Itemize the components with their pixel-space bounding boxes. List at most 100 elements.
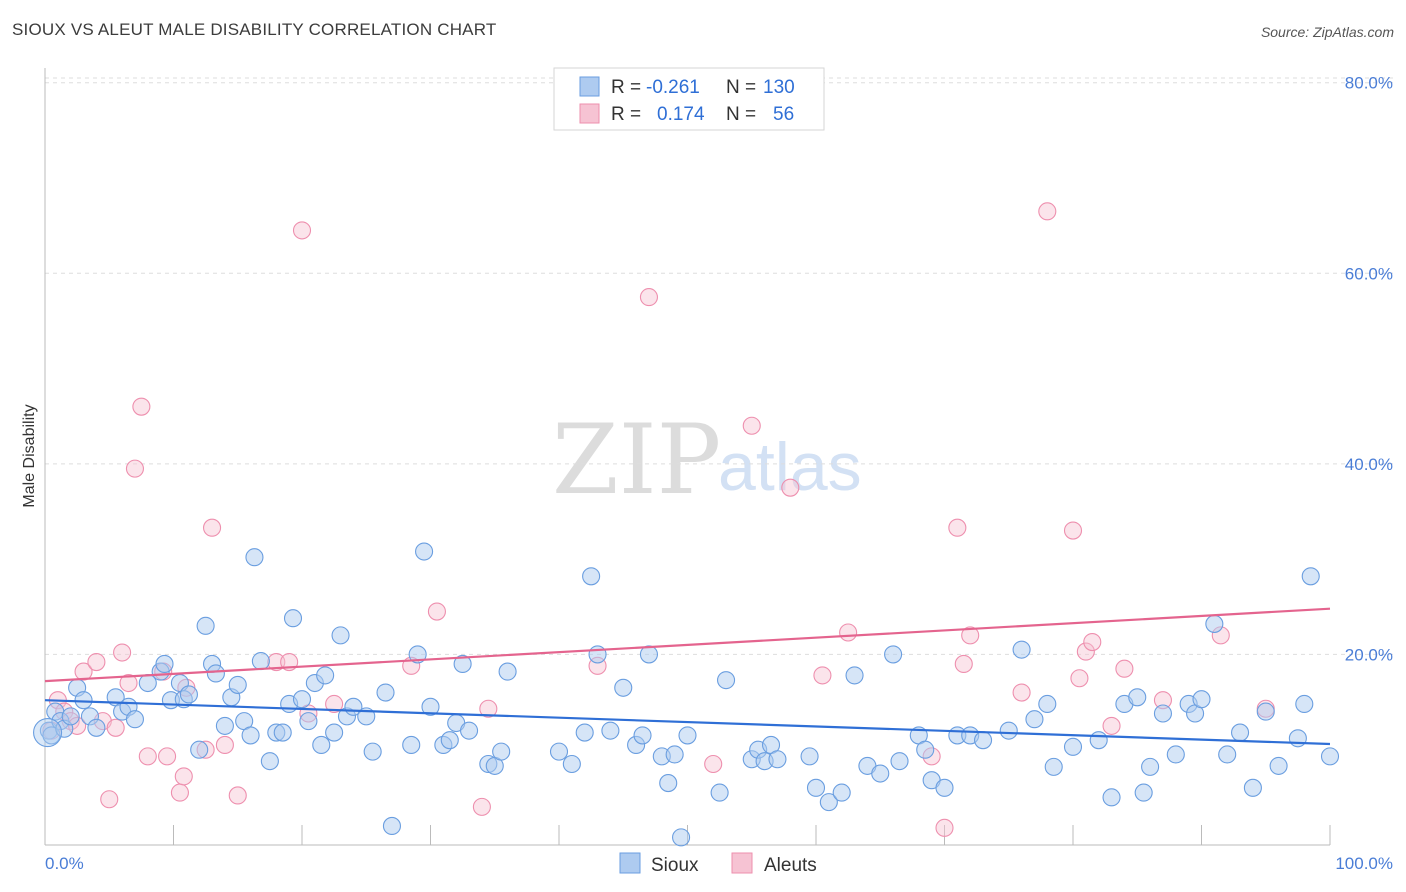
sioux-point (1301, 567, 1320, 586)
sioux-point (292, 690, 312, 709)
sioux-point (74, 691, 93, 710)
y-tick-label: 60.0% (1345, 264, 1393, 283)
sioux-point (710, 783, 729, 802)
aleut-point (1038, 202, 1057, 221)
aleut-point (74, 662, 93, 681)
sioux-trend-line (44, 699, 1331, 746)
sioux-point (245, 548, 264, 567)
sioux-point (325, 723, 344, 742)
sioux-point (273, 723, 292, 742)
sioux-points (33, 542, 1340, 847)
sioux-point (402, 735, 421, 754)
sioux-point (999, 721, 1018, 740)
sioux-point (196, 616, 215, 635)
sioux-legend-swatch (579, 76, 600, 97)
sioux-point (206, 664, 225, 683)
sioux-point (588, 645, 607, 664)
sioux-point (1166, 745, 1185, 764)
aleut-point (742, 416, 761, 435)
aleut-point (1076, 642, 1095, 661)
aleut-point (203, 518, 222, 537)
sioux-point (283, 609, 303, 628)
aleut-point (138, 747, 157, 766)
aleut-point (472, 797, 491, 816)
sioux-point (459, 721, 479, 740)
sioux-point (1231, 723, 1250, 742)
sioux-point (241, 726, 260, 745)
sioux-r-label: R = (611, 77, 641, 98)
aleut-point (100, 790, 119, 809)
sioux-point (33, 718, 63, 748)
sioux-point (1243, 778, 1262, 797)
grid-lines (45, 77, 1393, 655)
sioux-point (1134, 783, 1153, 802)
aleut-legend-swatch (579, 103, 600, 124)
aleut-point (119, 673, 138, 693)
aleut-point (113, 643, 132, 662)
sioux-point (1128, 688, 1147, 707)
sioux-point (1218, 745, 1237, 764)
sioux-point (421, 697, 440, 716)
sioux-point (768, 750, 787, 769)
aleut-point (1063, 521, 1083, 540)
sioux-point (1044, 757, 1063, 776)
sioux-point (819, 793, 838, 812)
sioux-point (179, 685, 198, 704)
aleut-point (1012, 683, 1031, 702)
sioux-point (871, 764, 890, 783)
aleut-point (170, 783, 189, 802)
aleut-point (1115, 659, 1134, 678)
aleut-point (87, 652, 106, 672)
y-tick-labels: 20.0% 40.0% 60.0% 80.0% (1345, 74, 1393, 665)
sioux-point (1025, 710, 1044, 729)
sioux-point (363, 742, 382, 761)
sioux-point (1192, 690, 1211, 709)
sioux-point (1320, 747, 1340, 766)
aleut-point (292, 221, 312, 240)
sioux-point (659, 774, 678, 793)
sioux-point (800, 747, 819, 766)
sioux-point (665, 745, 684, 764)
y-tick-label: 20.0% (1345, 645, 1393, 664)
sioux-point (251, 652, 270, 671)
sioux-point (678, 726, 697, 745)
sioux-point (1089, 731, 1108, 750)
sioux-point (382, 816, 402, 835)
watermark: ZIP atlas (552, 404, 862, 516)
sioux-r-value: -0.261 (646, 77, 700, 98)
aleut-point (1083, 632, 1102, 652)
stats-legend: R = -0.261 N = 130 R = 0.174 N = 56 (553, 67, 825, 131)
sioux-point (260, 752, 279, 771)
sioux-point (1269, 756, 1288, 775)
sioux-point (1153, 704, 1172, 723)
sioux-point (890, 752, 909, 771)
sioux-point (215, 716, 234, 735)
sioux-point (331, 626, 350, 645)
sioux-point (1205, 614, 1224, 633)
sioux-point (125, 710, 144, 729)
aleut-point (961, 626, 980, 645)
sioux-point (1012, 640, 1031, 659)
aleut-point (935, 818, 954, 837)
sioux-point (601, 721, 620, 740)
aleut-r-value: 0.174 (657, 104, 705, 125)
aleut-point (228, 786, 247, 805)
sioux-point (1295, 694, 1314, 714)
aleut-point (948, 518, 967, 537)
x-tick-label: 100.0% (1335, 854, 1393, 873)
sioux-point (614, 678, 633, 697)
watermark-atlas: atlas (718, 429, 862, 505)
aleut-point (954, 654, 973, 674)
aleut-point (704, 754, 723, 774)
aleut-point (813, 666, 832, 685)
aleut-point (125, 459, 144, 478)
sioux-point (672, 828, 691, 847)
aleut-point (639, 288, 659, 307)
x-tick-label: 0.0% (45, 854, 84, 873)
sioux-point (549, 742, 569, 761)
sioux-point (1141, 757, 1160, 776)
source-label: Source: ZipAtlas.com (1260, 24, 1394, 40)
aleut-point (479, 699, 498, 718)
aleut-point (325, 694, 344, 714)
aleut-series-swatch (731, 852, 753, 874)
